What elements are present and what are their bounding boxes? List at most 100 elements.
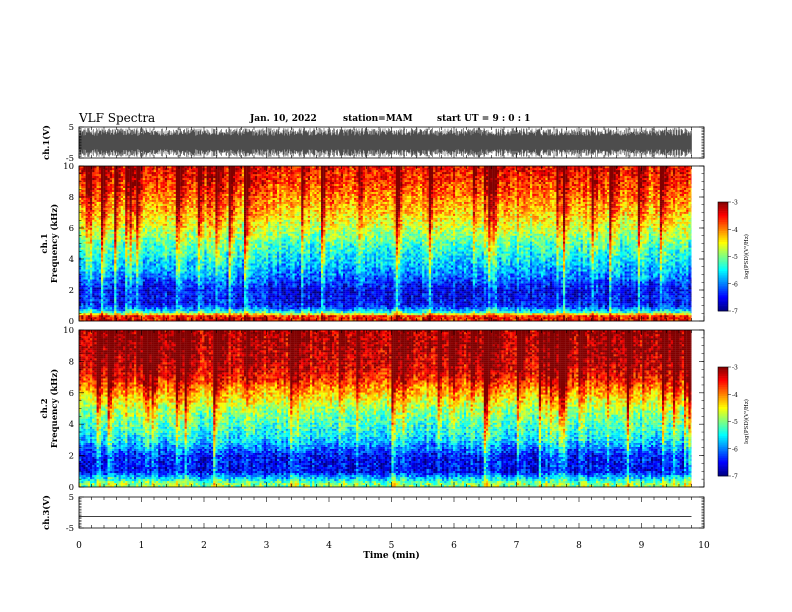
ch1-spectrogram-cell [97, 182, 99, 184]
ch1-spectrogram-cell [123, 204, 125, 206]
ch1-spectrogram-cell [138, 200, 140, 202]
ch1-spectrogram-cell [112, 184, 114, 186]
ch1-spectrogram-cell [132, 245, 134, 247]
ch1-spectrogram-cell [94, 230, 96, 232]
ch1-spectrogram-cell [149, 291, 151, 293]
ch1-spectrogram-cell [110, 269, 112, 271]
ch1-spectrogram-cell [83, 303, 85, 305]
ch1-spectrogram-cell [94, 220, 96, 222]
ch1-spectrogram-cell [86, 226, 88, 228]
ch1-spectrogram-cell [149, 242, 151, 244]
ch1-spectrogram-cell [130, 253, 132, 255]
ch1-spectrogram-cell [92, 184, 94, 186]
ch1-spectrogram-cell [94, 253, 96, 255]
ch1-spectrogram-cell [112, 180, 114, 182]
ch1-spectrogram-cell [141, 281, 143, 283]
ch1-spectrogram-cell [99, 301, 101, 303]
ch1-spectrogram-cell [136, 291, 138, 293]
ch1-spectrogram-cell [99, 279, 101, 281]
ch1-spectrogram-cell [110, 228, 112, 230]
ch1-spectrogram-cell [119, 226, 121, 228]
ch1-spectrogram-cell [149, 202, 151, 204]
ch1-spectrogram-cell [121, 301, 123, 303]
ch1-spectrogram-cell [81, 255, 83, 257]
ch1-spectrogram-cell [110, 277, 112, 279]
ch1-spectrogram-cell [123, 214, 125, 216]
ch1-spectrogram-cell [121, 299, 123, 301]
ch1-spectrogram-cell [114, 204, 116, 206]
ch1-spectrogram-cell [132, 271, 134, 273]
ch1-spectrogram-cell [114, 271, 116, 273]
ch1-spectrogram-cell [156, 311, 158, 313]
ch1-spectrogram-cell [81, 222, 83, 224]
ch1-spectrogram-cell [97, 293, 99, 295]
ch1-spectrogram-cell [108, 275, 110, 277]
ch1-spectrogram-cell [112, 267, 114, 269]
ch1-spectrogram-cell [123, 244, 125, 246]
ch1-spectrogram-cell [94, 303, 96, 305]
ch1-spectrogram-cell [141, 285, 143, 287]
ch1-spectrogram-cell [99, 172, 101, 174]
ch1-spectrogram-cell [125, 305, 127, 307]
ch1-spectrogram-cell [110, 226, 112, 228]
ch1-spectrogram-cell [103, 259, 105, 261]
ch1-spectrogram-cell [154, 279, 156, 281]
ch1-spectrogram-cell [83, 269, 85, 271]
ch1-spectrogram-cell [112, 257, 114, 259]
ch1-spectrogram-cell [143, 232, 145, 234]
ch1-spectrogram-cell [92, 275, 94, 277]
ch1-spectrogram-cell [112, 301, 114, 303]
ch1-spectrogram-cell [127, 194, 129, 196]
ch1-spectrogram-cell [97, 170, 99, 172]
ch1-spectrogram-cell [149, 198, 151, 200]
ch1-spectrogram-cell [132, 224, 134, 226]
ch1-spectrogram-cell [134, 204, 136, 206]
ch1-spectrogram-cell [86, 190, 88, 192]
ch1-spectrogram-cell [81, 188, 83, 190]
ch1-spectrogram-cell [145, 222, 147, 224]
ch1-spectrogram-cell [108, 291, 110, 293]
ch1-spectrogram-cell [147, 202, 149, 204]
ch1-spectrogram-cell [141, 186, 143, 188]
ch1-spectrogram-cell [141, 172, 143, 174]
ch1-spectrogram-cell [136, 186, 138, 188]
ch1-spectrogram-cell [132, 307, 134, 309]
ch1-spectrogram-cell [108, 224, 110, 226]
ch1-spectrogram-cell [110, 265, 112, 267]
ch1-spectrogram-cell [110, 299, 112, 301]
ch1-spectrogram-cell [156, 277, 158, 279]
ch1-spectrogram-cell [110, 263, 112, 265]
ch1-spectrogram-cell [116, 194, 118, 196]
ch1-spectrogram-cell [145, 236, 147, 238]
ch1-spectrogram-cell [81, 192, 83, 194]
ch1-spectrogram-cell [149, 259, 151, 261]
ch1-spectrogram-cell [127, 269, 129, 271]
ch1-spectrogram-cell [143, 192, 145, 194]
ch1-spectrogram-cell [112, 244, 114, 246]
ch1-spectrogram-cell [141, 257, 143, 259]
ch1-spectrogram-cell [83, 174, 85, 176]
ch1-spectrogram-cell [99, 184, 101, 186]
ch1-spectrogram-cell [114, 309, 116, 311]
ch1-spectrogram-cell [112, 303, 114, 305]
ch1-spectrogram-cell [88, 297, 90, 299]
ch1-spectrogram-cell [121, 317, 123, 319]
ch1-spectrogram-cell [121, 311, 123, 313]
ch1-spectrogram-cell [136, 265, 138, 267]
ch1-spectrogram-cell [149, 184, 151, 186]
ch1-spectrogram-cell [83, 253, 85, 255]
ch1-spectrogram-cell [123, 273, 125, 275]
ch1-spectrogram-cell [103, 303, 105, 305]
ch1-spectrogram-cell [114, 279, 116, 281]
ch1-spectrogram-cell [83, 190, 85, 192]
ch1-spectrogram-cell [86, 242, 88, 244]
ch1-spectrogram-cell [92, 313, 94, 315]
ch1-spectrogram-cell [143, 309, 145, 311]
ch1-spectrogram-cell [101, 291, 103, 293]
ch1-spectrogram-cell [97, 184, 99, 186]
ch1-spectrogram-cell [147, 315, 149, 317]
ch1-spectrogram-cell [132, 299, 134, 301]
ch1-spectrogram-cell [147, 228, 149, 230]
ch1-spectrogram-cell [138, 192, 140, 194]
ch1-spectrogram-cell [147, 180, 149, 182]
